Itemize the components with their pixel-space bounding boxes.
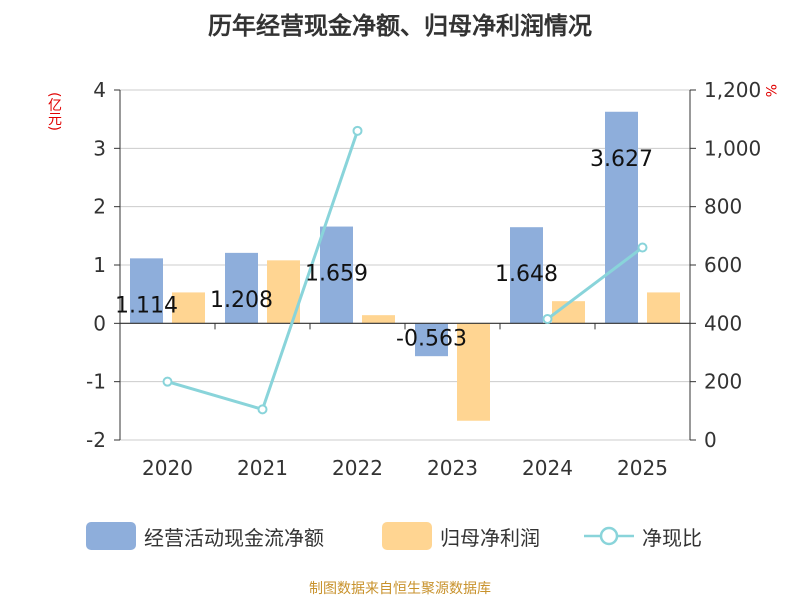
- legend-item-cashflow[interactable]: 经营活动现金流净额: [86, 516, 324, 556]
- left-axis-tick-label: 3: [93, 136, 106, 160]
- left-axis-unit: (亿元): [46, 92, 62, 131]
- left-axis-tick-label: 0: [93, 311, 106, 335]
- bar-cashflow: [130, 258, 163, 324]
- legend-item-ratio[interactable]: 净现比: [584, 516, 702, 556]
- bar-cashflow: [415, 323, 448, 357]
- left-axis-tick-label: 4: [93, 78, 106, 102]
- right-axis-tick-label: 0: [704, 428, 717, 452]
- ratio-point: [352, 125, 363, 136]
- left-axis-tick-label: -2: [86, 428, 106, 452]
- right-axis-tick-label: 800: [704, 195, 742, 219]
- data-label-cashflow: -0.563: [396, 326, 467, 351]
- right-axis-tick-label: 400: [704, 311, 742, 335]
- right-axis-unit: %: [762, 84, 778, 98]
- legend-label-ratio: 净现比: [642, 525, 702, 550]
- bar-cashflow: [320, 226, 353, 324]
- ratio-point: [637, 242, 648, 253]
- bar-netprofit: [362, 315, 395, 324]
- left-axis-tick-label: 1: [93, 253, 106, 277]
- x-axis-tick-label: 2023: [427, 456, 478, 480]
- ratio-point: [257, 404, 268, 415]
- right-axis-tick-label: 1,000: [704, 136, 761, 160]
- x-axis-tick-label: 2024: [522, 456, 573, 480]
- bar-netprofit: [457, 323, 490, 421]
- bar-cashflow: [225, 252, 258, 324]
- legend-label-netprofit: 归母净利润: [440, 525, 540, 550]
- bar-cashflow: [605, 111, 638, 324]
- right-axis-tick-label: 200: [704, 370, 742, 394]
- ratio-point: [162, 376, 173, 387]
- data-source-note: 制图数据来自恒生聚源数据库: [309, 581, 491, 597]
- right-axis-tick-label: 600: [704, 253, 742, 277]
- data-label-cashflow: 1.659: [305, 262, 368, 287]
- legend-swatch-netprofit: [382, 522, 432, 550]
- legend: 经营活动现金流净额 归母净利润 净现比: [0, 516, 800, 556]
- bar-netprofit: [172, 292, 205, 324]
- chart-title: 历年经营现金净额、归母净利润情况: [208, 12, 592, 40]
- x-axis-tick-label: 2021: [237, 456, 288, 480]
- x-axis-tick-label: 2020: [142, 456, 193, 480]
- bar-netprofit: [647, 292, 680, 324]
- legend-item-netprofit[interactable]: 归母净利润: [382, 516, 540, 556]
- right-axis-tick-label: 1,200: [704, 78, 761, 102]
- legend-swatch-ratio-icon: [584, 526, 634, 546]
- ratio-line-segment: [546, 246, 644, 321]
- data-label-cashflow: 1.114: [115, 293, 178, 318]
- x-axis-tick-label: 2025: [617, 456, 668, 480]
- legend-swatch-cashflow: [86, 522, 136, 550]
- legend-label-cashflow: 经营活动现金流净额: [144, 525, 324, 550]
- left-axis-tick-label: -1: [86, 370, 106, 394]
- x-axis-tick-label: 2022: [332, 456, 383, 480]
- data-label-cashflow: 1.208: [210, 288, 273, 313]
- bar-netprofit: [552, 301, 585, 324]
- bar-cashflow: [510, 227, 543, 324]
- data-label-cashflow: 1.648: [495, 262, 558, 287]
- data-label-cashflow: 3.627: [590, 147, 653, 172]
- left-axis-tick-label: 2: [93, 195, 106, 219]
- ratio-point: [542, 313, 553, 324]
